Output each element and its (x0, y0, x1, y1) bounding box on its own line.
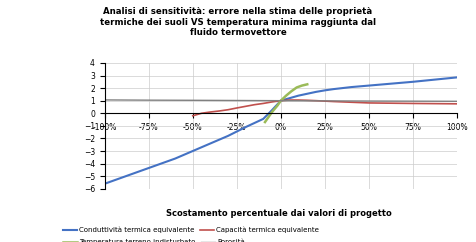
Temperatura terreno indisturbato (269, 111, 275, 113)
Text: Analisi di sensitività: errore nella stima delle proprietà
termiche dei suoli VS: Analisi di sensitività: errore nella sti… (100, 7, 376, 37)
Conduttività termica equivalente (348, 86, 354, 89)
Line: Capacità termica equivalente: Capacità termica equivalente (193, 100, 457, 116)
Capacità termica equivalente (366, 101, 372, 104)
Text: Scostamento percentuale dai valori di progetto: Scostamento percentuale dai valori di pr… (166, 209, 391, 218)
Legend: Conduttività termica equivalente, Capacità termica equivalente: Conduttività termica equivalente, Capaci… (60, 224, 322, 236)
Temperatura terreno indisturbato (305, 83, 310, 86)
Capacità termica equivalente (199, 112, 205, 115)
Capacità termica equivalente (287, 98, 292, 101)
Porosità (102, 98, 108, 101)
Conduttività termica equivalente (278, 99, 284, 102)
Capacità termica equivalente (234, 106, 240, 109)
Conduttività termica equivalente (260, 117, 266, 120)
Conduttività termica equivalente (269, 109, 275, 112)
Capacità termica equivalente (269, 100, 275, 103)
Porosità (146, 99, 152, 102)
Capacità termica equivalente (278, 99, 284, 102)
Porosità (410, 100, 416, 103)
Capacità termica equivalente (190, 114, 196, 117)
Conduttività termica equivalente (322, 89, 327, 92)
Temperatura terreno indisturbato (283, 94, 289, 97)
Porosità (234, 99, 240, 102)
Conduttività termica equivalente (454, 76, 460, 79)
Porosità (454, 100, 460, 103)
Capacità termica equivalente (296, 98, 301, 101)
Capacità termica equivalente (208, 111, 213, 113)
Porosità (322, 99, 327, 102)
Temperatura terreno indisturbato (266, 116, 271, 119)
Porosità (278, 99, 284, 102)
Conduttività termica equivalente (155, 163, 160, 166)
Conduttività termica equivalente (137, 170, 143, 173)
Conduttività termica equivalente (296, 94, 301, 97)
Capacità termica equivalente (454, 102, 460, 105)
Temperatura terreno indisturbato (275, 104, 280, 107)
Capacità termica equivalente (331, 100, 337, 103)
Porosità (366, 100, 372, 103)
Conduttività termica equivalente (190, 150, 196, 152)
Capacità termica equivalente (410, 102, 416, 105)
Conduttività termica equivalente (102, 182, 108, 185)
Capacità termica equivalente (251, 103, 257, 106)
Capacità termica equivalente (243, 105, 248, 108)
Conduttività termica equivalente (225, 135, 231, 137)
Conduttività termica equivalente (366, 84, 372, 87)
Conduttività termica equivalente (287, 97, 292, 100)
Porosità (190, 99, 196, 102)
Line: Temperatura terreno indisturbato: Temperatura terreno indisturbato (265, 84, 307, 122)
Conduttività termica equivalente (243, 126, 248, 129)
Conduttività termica equivalente (172, 157, 178, 160)
Capacità termica equivalente (225, 108, 231, 111)
Temperatura terreno indisturbato (262, 121, 268, 123)
Conduttività termica equivalente (410, 80, 416, 83)
Legend: Temperatura terreno indisturbato, Porosità: Temperatura terreno indisturbato, Porosi… (60, 237, 248, 242)
Conduttività termica equivalente (119, 176, 125, 179)
Capacità termica equivalente (260, 102, 266, 105)
Conduttività termica equivalente (305, 92, 310, 95)
Temperatura terreno indisturbato (288, 90, 294, 93)
Line: Porosità: Porosità (105, 100, 457, 101)
Temperatura terreno indisturbato (278, 99, 284, 102)
Temperatura terreno indisturbato (299, 84, 305, 87)
Temperatura terreno indisturbato (294, 86, 299, 89)
Capacità termica equivalente (305, 99, 310, 102)
Conduttività termica equivalente (331, 88, 337, 91)
Capacità termica equivalente (313, 99, 319, 102)
Conduttività termica equivalente (313, 91, 319, 93)
Conduttività termica equivalente (208, 142, 213, 145)
Conduttività termica equivalente (384, 83, 389, 85)
Line: Conduttività termica equivalente: Conduttività termica equivalente (105, 77, 457, 184)
Capacità termica equivalente (217, 110, 222, 113)
